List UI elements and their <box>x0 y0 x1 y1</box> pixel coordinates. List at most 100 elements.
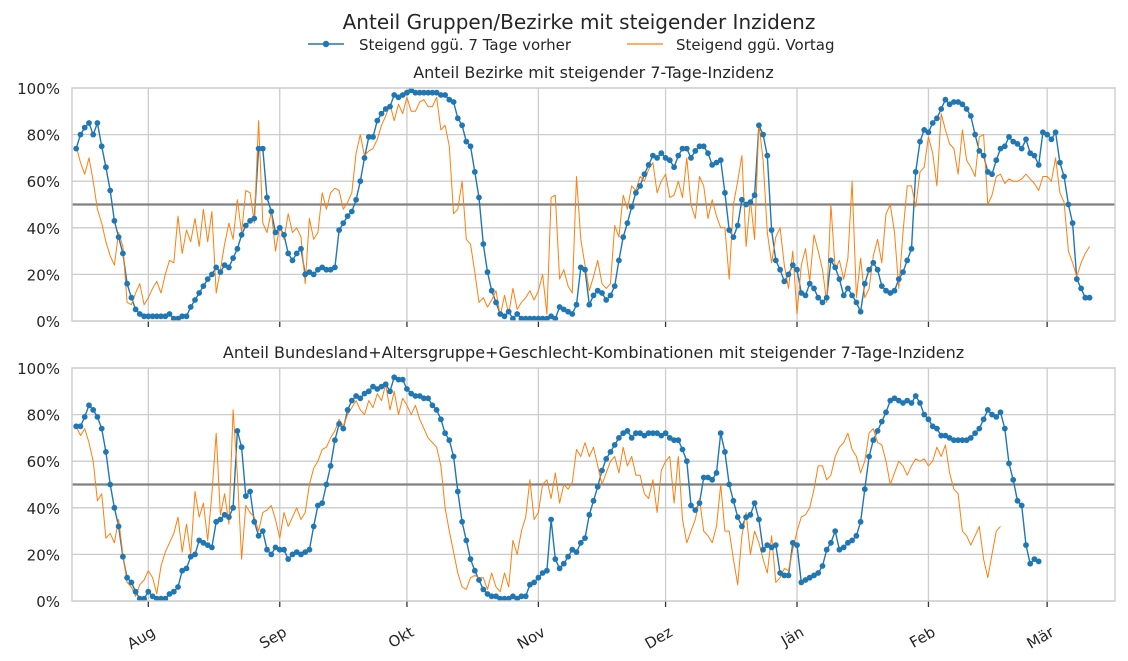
data-point-7-tage <box>268 551 275 558</box>
data-point-7-tage <box>980 416 987 423</box>
data-point-7-tage <box>128 579 135 586</box>
data-point-7-tage <box>463 138 470 145</box>
data-point-7-tage <box>730 234 737 241</box>
data-point-7-tage <box>192 551 198 558</box>
y-tick-label: 100% <box>17 360 60 378</box>
data-point-7-tage <box>463 537 470 544</box>
data-point-7-tage <box>310 271 317 278</box>
data-point-7-tage <box>696 143 703 150</box>
data-point-7-tage <box>688 502 694 509</box>
data-point-7-tage <box>934 115 940 122</box>
data-point-7-tage <box>204 276 211 282</box>
y-tick-label: 80% <box>27 407 60 425</box>
data-point-7-tage <box>213 264 220 271</box>
data-point-7-tage <box>895 397 902 404</box>
data-point-7-tage <box>446 437 453 444</box>
data-point-7-tage <box>170 588 177 595</box>
data-point-7-tage <box>1031 556 1038 562</box>
data-point-7-tage <box>382 106 389 112</box>
data-point-7-tage <box>845 539 851 546</box>
data-point-7-tage <box>315 502 321 509</box>
data-point-7-tage <box>1027 560 1034 567</box>
data-point-7-tage <box>709 162 716 168</box>
data-point-7-tage <box>599 290 605 296</box>
data-point-7-tage <box>1069 220 1076 227</box>
data-point-7-tage <box>806 574 813 581</box>
data-point-7-tage <box>836 276 843 282</box>
data-point-7-tage <box>548 516 554 523</box>
data-point-7-tage <box>857 518 864 525</box>
data-point-7-tage <box>510 315 516 322</box>
data-point-7-tage <box>459 518 465 525</box>
data-point-7-tage <box>86 120 92 126</box>
data-point-7-tage <box>908 245 915 252</box>
data-point-7-tage <box>696 500 703 506</box>
data-point-7-tage <box>777 266 783 273</box>
data-point-7-tage <box>764 152 771 159</box>
data-point-7-tage <box>357 178 364 185</box>
data-point-7-tage <box>166 591 173 597</box>
data-point-7-tage <box>900 400 906 406</box>
data-point-7-tage <box>980 152 987 159</box>
y-tick-label: 0% <box>36 313 60 331</box>
figure-title: Anteil Gruppen/Bezirke mit steigender In… <box>343 10 816 34</box>
data-point-7-tage <box>556 565 563 572</box>
data-point-7-tage <box>124 574 130 581</box>
data-point-7-tage <box>802 292 809 299</box>
panel-bezirke: Anteil Bezirke mit steigender 7-Tage-Inz… <box>17 63 1116 331</box>
data-point-7-tage <box>1035 558 1042 565</box>
data-point-7-tage <box>717 157 724 164</box>
data-point-7-tage <box>633 430 639 437</box>
data-point-7-tage <box>722 189 728 196</box>
data-point-7-tage <box>806 280 813 287</box>
data-point-7-tage <box>467 556 474 562</box>
data-point-7-tage <box>904 257 911 264</box>
data-point-7-tage <box>785 271 792 278</box>
data-point-7-tage <box>247 488 254 495</box>
data-point-7-tage <box>628 203 635 210</box>
data-point-7-tage <box>548 313 554 320</box>
legend: Steigend ggü. 7 Tage vorher Steigend ggü… <box>308 36 834 54</box>
data-point-7-tage <box>166 311 173 317</box>
data-point-7-tage <box>972 131 978 138</box>
data-point-7-tage <box>989 171 995 178</box>
data-point-7-tage <box>1078 285 1084 292</box>
data-point-7-tage <box>1006 134 1012 140</box>
data-point-7-tage <box>336 421 342 427</box>
data-point-7-tage <box>238 231 245 238</box>
data-point-7-tage <box>77 131 84 138</box>
data-point-7-tage <box>421 395 427 402</box>
data-point-7-tage <box>760 546 766 553</box>
data-point-7-tage <box>624 220 631 227</box>
data-point-7-tage <box>115 234 122 241</box>
y-tick-label: 20% <box>27 546 60 564</box>
data-point-7-tage <box>726 227 733 234</box>
data-point-7-tage <box>895 276 902 282</box>
data-point-7-tage <box>539 315 546 322</box>
data-point-7-tage <box>107 187 114 194</box>
data-point-7-tage <box>302 549 309 555</box>
data-point-7-tage <box>997 409 1004 416</box>
data-point-7-tage <box>281 231 287 238</box>
data-point-7-tage <box>149 593 156 600</box>
data-point-7-tage <box>866 453 872 460</box>
data-point-7-tage <box>772 257 779 264</box>
data-point-7-tage <box>90 131 97 138</box>
data-point-7-tage <box>590 497 597 504</box>
data-point-7-tage <box>348 397 355 404</box>
legend-label-7-tage: Steigend ggü. 7 Tage vorher <box>359 36 572 54</box>
data-point-7-tage <box>1014 497 1021 504</box>
data-point-7-tage <box>153 595 160 602</box>
data-point-7-tage <box>955 437 961 444</box>
data-point-7-tage <box>560 560 567 567</box>
data-point-7-tage <box>921 126 928 133</box>
data-point-7-tage <box>132 306 139 313</box>
data-point-7-tage <box>136 311 143 317</box>
data-point-7-tage <box>603 297 610 303</box>
data-point-7-tage <box>200 539 207 546</box>
x-tick-label: Okt <box>385 623 417 652</box>
data-point-7-tage <box>688 155 694 161</box>
data-point-7-tage <box>900 269 906 275</box>
data-point-7-tage <box>912 169 919 175</box>
data-point-7-tage <box>497 595 504 602</box>
